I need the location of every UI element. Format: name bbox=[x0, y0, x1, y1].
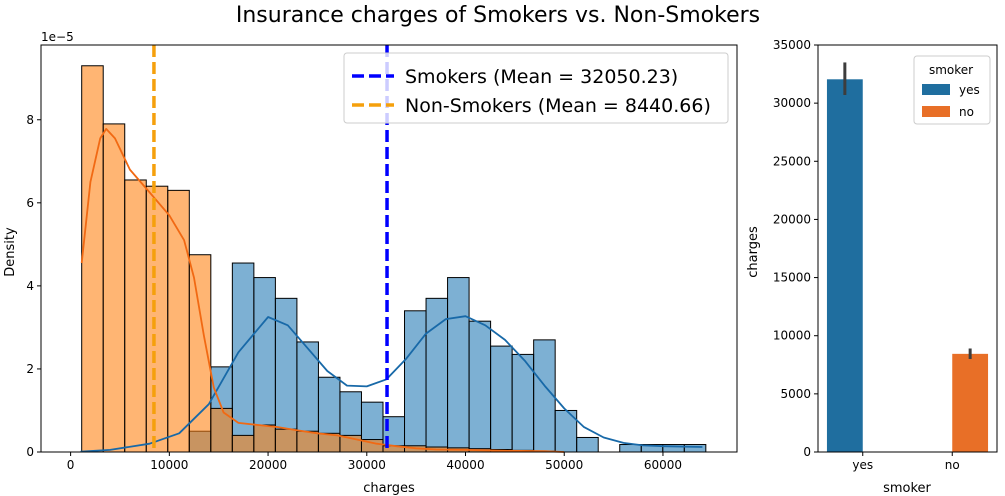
hist-bar bbox=[683, 444, 707, 453]
kde-curves bbox=[80, 127, 703, 453]
x-tick-label: 50000 bbox=[545, 458, 583, 472]
hist-bar bbox=[102, 123, 126, 453]
hist-bar bbox=[576, 436, 599, 453]
hist-bar bbox=[468, 320, 492, 453]
kde-line-non-smokers bbox=[80, 127, 565, 453]
histogram-y-axis-label: Density bbox=[3, 227, 18, 277]
bar-yes bbox=[826, 79, 863, 453]
bar-x-tick-label: yes bbox=[852, 458, 873, 472]
x-tick-label: 20000 bbox=[249, 458, 287, 472]
hist-bar bbox=[210, 407, 233, 453]
y-tick-label: 8 bbox=[26, 113, 34, 127]
hist-bar bbox=[447, 277, 470, 453]
histogram-x-ticks: 0 10000 20000 30000 40000 50000 60000 bbox=[67, 452, 682, 472]
bar-plot-frame bbox=[817, 44, 998, 453]
bar-y-tick-label: 10000 bbox=[773, 329, 811, 343]
legend-label-smokers: Smokers (Mean = 32050.23) bbox=[405, 66, 678, 88]
x-tick-label: 30000 bbox=[348, 458, 386, 472]
x-tick-label: 10000 bbox=[150, 458, 188, 472]
histogram-legend: Smokers (Mean = 32050.23) Non-Smokers (M… bbox=[343, 52, 729, 124]
y-tick-label: 2 bbox=[26, 362, 34, 376]
x-tick-label: 0 bbox=[67, 458, 75, 472]
bar-panel: yes no 0 5000 10000 15000 20000 25000 30000 3500… bbox=[746, 38, 998, 496]
figure-title: Insurance charges of Smokers vs. Non-Smo… bbox=[236, 3, 760, 28]
bar-legend-title: smoker bbox=[929, 63, 973, 77]
bars-non-smokers bbox=[81, 65, 556, 453]
histogram-panel: 0 10000 20000 30000 40000 50000 60000 0 2 4 6 8 1e… bbox=[3, 30, 738, 496]
y-tick-label: 0 bbox=[26, 445, 34, 459]
bar-x-tick-label: no bbox=[945, 458, 960, 472]
hist-bar bbox=[145, 185, 169, 453]
bar-y-tick-label: 0 bbox=[803, 445, 811, 459]
bar-legend: smoker yes no bbox=[913, 55, 991, 125]
hist-bar bbox=[231, 434, 255, 453]
bar-x-ticks: yes no bbox=[852, 452, 960, 472]
bar-y-tick-label: 15000 bbox=[773, 271, 811, 285]
bar-legend-swatch-no bbox=[922, 106, 950, 117]
histogram-plot-frame bbox=[40, 44, 738, 453]
bar-legend-label-no: no bbox=[959, 105, 974, 119]
bar-x-axis-label: smoker bbox=[883, 481, 931, 496]
bar-y-ticks: 0 5000 10000 15000 20000 25000 30000 35000 bbox=[773, 38, 818, 459]
x-tick-label: 60000 bbox=[644, 458, 682, 472]
bar-y-tick-label: 35000 bbox=[773, 38, 811, 52]
hist-bar bbox=[296, 430, 319, 453]
legend-box bbox=[343, 52, 729, 124]
bar-marks bbox=[826, 62, 989, 453]
bar-legend-swatch-yes bbox=[922, 84, 950, 95]
bar-y-tick-label: 30000 bbox=[773, 96, 811, 110]
y-tick-label: 6 bbox=[26, 196, 34, 210]
hist-bar bbox=[425, 297, 449, 453]
bar-legend-label-yes: yes bbox=[959, 83, 980, 97]
histogram-x-axis-label: charges bbox=[363, 481, 415, 496]
hist-bar bbox=[81, 65, 104, 453]
hist-bar bbox=[124, 179, 147, 453]
bar-y-axis-label: charges bbox=[746, 226, 761, 278]
histogram-bars bbox=[81, 65, 707, 453]
y-tick-label: 4 bbox=[26, 279, 34, 293]
bar-y-tick-label: 20000 bbox=[773, 212, 811, 226]
legend-label-non-smokers: Non-Smokers (Mean = 8440.66) bbox=[405, 95, 711, 117]
x-tick-label: 40000 bbox=[446, 458, 484, 472]
bar-y-tick-label: 25000 bbox=[773, 154, 811, 168]
hist-bar bbox=[533, 339, 556, 453]
hist-bar bbox=[253, 424, 276, 453]
bar-y-tick-label: 5000 bbox=[780, 387, 811, 401]
bar-no bbox=[952, 353, 989, 452]
hist-bar bbox=[490, 345, 513, 453]
bars-smokers bbox=[188, 262, 707, 453]
y-axis-multiplier: 1e−5 bbox=[41, 30, 74, 44]
histogram-y-ticks: 0 2 4 6 8 bbox=[26, 113, 41, 459]
hist-bar bbox=[274, 428, 298, 453]
kde-line-smokers bbox=[80, 315, 703, 453]
hist-bar bbox=[404, 310, 427, 453]
